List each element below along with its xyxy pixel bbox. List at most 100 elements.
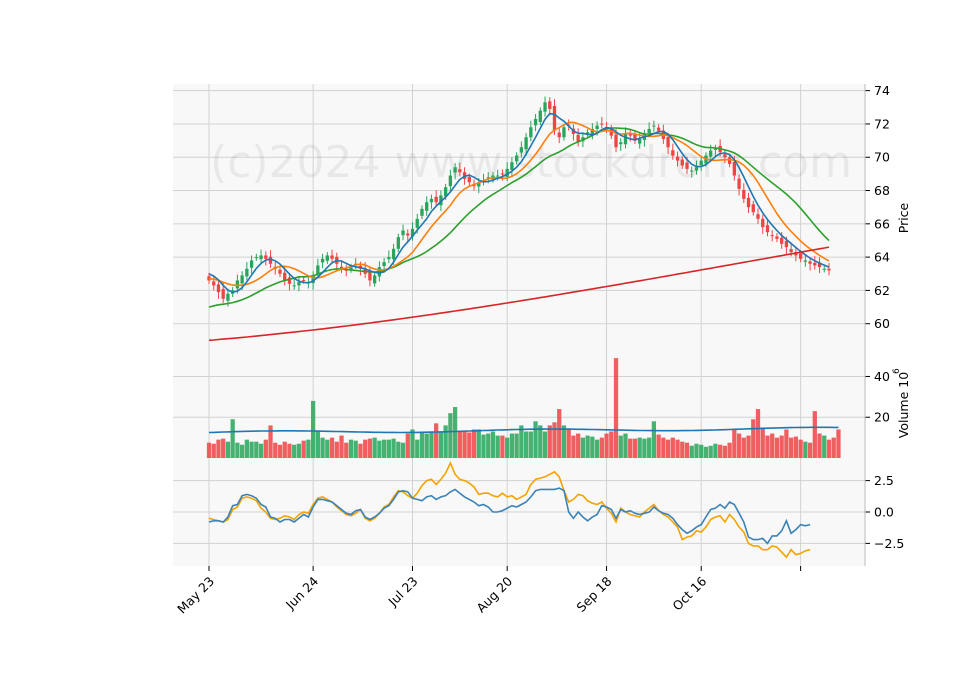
volume-bar xyxy=(836,429,841,458)
volume-bar xyxy=(490,431,496,458)
volume-bar xyxy=(661,437,666,458)
candle-body xyxy=(372,275,377,284)
volume-bar xyxy=(665,439,671,458)
volume-bar xyxy=(713,443,718,458)
volume-bar xyxy=(618,435,623,458)
volume-bar xyxy=(585,435,590,458)
volume-bar xyxy=(538,425,543,458)
volume-bar xyxy=(651,421,657,458)
candle-body xyxy=(742,189,746,199)
volume-bar xyxy=(680,441,685,458)
candle-body xyxy=(212,281,216,286)
x-tick-label: Oct 16 xyxy=(669,573,709,613)
candle-body xyxy=(775,236,779,239)
x-tick-label: Jul 23 xyxy=(385,574,421,610)
candle-body xyxy=(737,178,741,189)
volume-bar xyxy=(462,431,467,458)
candle-body xyxy=(529,127,533,138)
volume-bar xyxy=(623,433,628,458)
volume-bar xyxy=(528,431,533,458)
candle-body xyxy=(600,123,604,125)
candle-body xyxy=(633,133,637,141)
volume-bar xyxy=(694,443,699,458)
volume-bar xyxy=(325,439,330,458)
oscillator-blue-line xyxy=(208,487,811,545)
oscillator-tick-label: −2.5 xyxy=(874,536,904,551)
volume-bar xyxy=(471,429,477,458)
volume-bar xyxy=(755,409,761,458)
candle-body xyxy=(472,185,476,187)
candle-body xyxy=(278,269,282,274)
volume-bar xyxy=(258,443,264,458)
volume-bar xyxy=(273,442,278,458)
candle-body xyxy=(396,237,400,249)
volume-bar xyxy=(235,442,240,458)
volume-bar xyxy=(230,419,235,458)
candle-body xyxy=(623,133,628,145)
candle-body xyxy=(628,133,632,136)
candle-body xyxy=(552,105,557,131)
volume-bar xyxy=(547,425,552,458)
volume-bar xyxy=(240,444,245,458)
volume-bar xyxy=(443,425,448,458)
volume-bar xyxy=(505,437,510,458)
volume-bar xyxy=(803,441,808,458)
candle-body xyxy=(264,255,268,259)
volume-bar xyxy=(789,437,794,458)
candle-body xyxy=(690,170,694,172)
candle-body xyxy=(827,268,831,271)
volume-bar xyxy=(561,425,567,458)
candle-body xyxy=(751,204,755,213)
candle-body xyxy=(311,275,315,284)
candle-body xyxy=(652,125,656,127)
candle-body xyxy=(477,182,481,187)
candle-body xyxy=(614,134,618,148)
candle-body xyxy=(647,128,651,133)
volume-bar xyxy=(533,421,538,458)
candle-body xyxy=(798,253,803,259)
candle-body xyxy=(562,127,566,138)
candle-body xyxy=(207,276,211,281)
candle-body xyxy=(533,118,538,126)
volume-bar xyxy=(277,444,283,458)
candle-body xyxy=(368,271,372,281)
candle-body xyxy=(406,233,410,236)
candle-body xyxy=(443,187,448,197)
volume-bar xyxy=(736,433,742,458)
volume-bar xyxy=(718,444,723,458)
candle-body xyxy=(780,237,784,244)
x-tick-label: Jun 24 xyxy=(282,573,321,612)
candle-body xyxy=(590,128,595,135)
volume-bar xyxy=(301,440,306,458)
candle-body xyxy=(732,161,736,176)
candle-body xyxy=(761,218,765,228)
price-tick-label: 72 xyxy=(874,116,890,131)
volume-bar xyxy=(613,358,619,458)
candle-body xyxy=(524,137,528,150)
candle-body xyxy=(789,249,793,253)
volume-bar xyxy=(457,431,462,458)
candle-body xyxy=(576,134,580,143)
volume-bar xyxy=(434,423,439,458)
candle-body xyxy=(448,175,453,187)
candle-body xyxy=(249,260,254,268)
candle-body xyxy=(500,173,505,175)
volume-bar xyxy=(519,425,524,458)
volume-bar xyxy=(765,435,770,458)
volume-bar xyxy=(372,437,377,458)
candle-body xyxy=(226,293,230,301)
volume-bar xyxy=(637,437,642,458)
volume-bar xyxy=(557,409,562,458)
candle-body xyxy=(505,168,509,177)
price-tick-label: 64 xyxy=(874,250,890,265)
volume-bar xyxy=(642,438,647,458)
candle-body xyxy=(458,169,462,173)
volume-bar xyxy=(296,443,302,458)
volume-bar xyxy=(225,441,231,458)
volume-bar xyxy=(590,436,595,458)
volume-bar xyxy=(287,443,292,458)
candle-body xyxy=(283,272,287,281)
candle-body xyxy=(756,214,760,219)
volume-bar xyxy=(254,441,259,458)
volume-bar xyxy=(367,438,373,458)
